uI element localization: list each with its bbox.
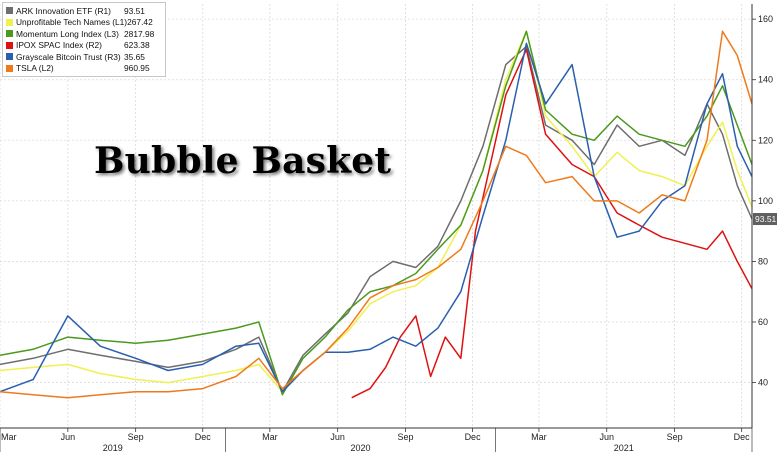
x-tick-label: Mar [262,432,278,442]
x-tick-label: Sep [397,432,413,442]
y-tick-label: 100 [758,196,773,206]
x-tick-label: Mar [531,432,547,442]
series-line [351,48,753,399]
y-tick-label: 140 [758,75,773,85]
series-line [0,30,753,396]
legend-series-name: ARK Innovation ETF (R1) [16,5,111,16]
x-tick-label: Jun [330,432,345,442]
legend-series-value: 960.95 [124,63,150,74]
legend-series-value: 35.65 [124,51,145,62]
legend-series-value: 267.42 [127,17,153,28]
x-year-label: 2020 [351,443,371,452]
legend: ARK Innovation ETF (R1) 93.51 Unprofitable… [2,2,166,77]
series-lines [0,30,753,399]
series-line [0,42,753,393]
x-tick-label: Sep [667,432,683,442]
last-value-tag: 93.51 [753,213,777,226]
x-axis: Mar Jun Sep Dec Mar Jun Sep Dec Mar Jun Sep Dec 2019… [0,427,753,452]
x-tick-label: Dec [734,432,751,442]
last-value-tag-text: 93.51 [755,214,777,224]
legend-item: Unprofitable Tech Names (L1) 267.42 [6,17,162,29]
legend-series-name: Unprofitable Tech Names (L1) [16,17,128,28]
series-line [0,30,753,399]
legend-series-name: Grayscale Bitcoin Trust (R3) [16,51,121,62]
grid [0,4,752,428]
x-tick-label: Mar [1,432,17,442]
legend-item: IPOX SPAC Index (R2) 623.38 [6,40,162,52]
legend-item: Grayscale Bitcoin Trust (R3) 35.65 [6,51,162,63]
legend-swatch [6,30,13,38]
x-tick-label: Sep [128,432,144,442]
headline: Bubble Basket [94,140,392,182]
legend-swatch [6,53,13,61]
series-line [0,30,753,393]
y-tick-label: 120 [758,135,773,145]
legend-series-name: TSLA (L2) [16,63,54,74]
legend-item: TSLA (L2) 960.95 [6,63,162,75]
y-tick-label: 40 [758,378,768,388]
legend-swatch [6,7,13,15]
x-tick-label: Jun [61,432,76,442]
x-tick-label: Dec [465,432,482,442]
legend-series-value: 2817.98 [124,28,155,39]
legend-swatch [6,18,13,26]
x-tick-label: Jun [600,432,615,442]
last-value-tag-box [753,213,777,226]
series-line [0,45,753,393]
legend-series-name: Momentum Long Index (L3) [16,28,119,39]
legend-swatch [6,41,13,49]
legend-swatch [6,64,13,72]
y-tick-label: 80 [758,256,768,266]
legend-series-value: 623.38 [124,40,150,51]
x-tick-label: Dec [195,432,212,442]
y-tick-label: 60 [758,317,768,327]
x-year-label: 2021 [614,443,634,452]
legend-series-value: 93.51 [124,5,145,16]
legend-series-name: IPOX SPAC Index (R2) [16,40,102,51]
x-year-label: 2019 [103,443,123,452]
legend-item: Momentum Long Index (L3) 2817.98 [6,28,162,40]
y-axis: 40 60 80 100 120 140 160 [751,4,773,428]
y-tick-label: 160 [758,14,773,24]
legend-item: ARK Innovation ETF (R1) 93.51 [6,5,162,17]
